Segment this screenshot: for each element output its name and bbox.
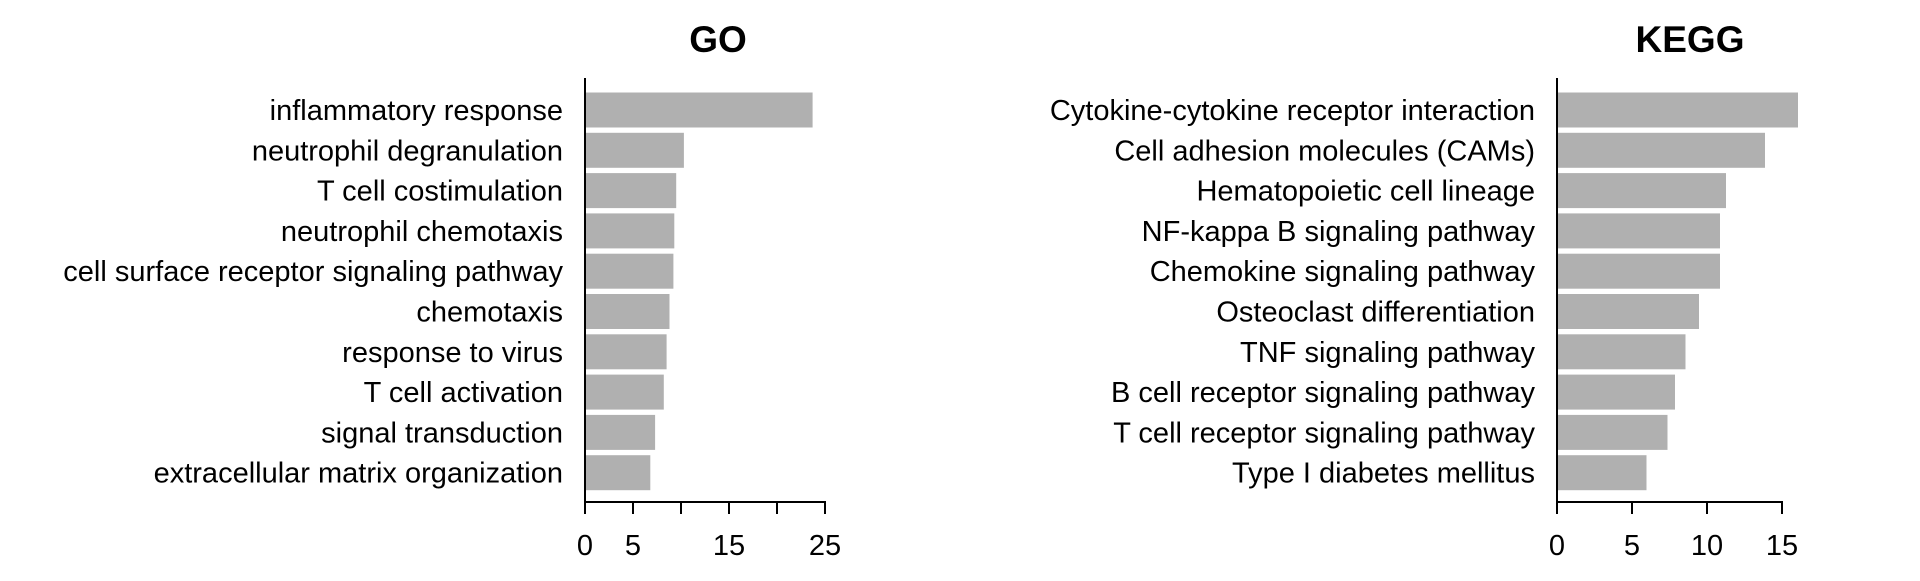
kegg-category-label: T cell receptor signaling pathway (1113, 417, 1535, 449)
go-category-label: chemotaxis (416, 297, 563, 329)
go-category-label: extracellular matrix organization (154, 458, 563, 490)
go-category-label: T cell costimulation (317, 176, 563, 208)
go-category-label: neutrophil degranulation (252, 135, 563, 167)
kegg-chart-title: KEGG (1636, 19, 1745, 60)
go-bar (586, 414, 656, 450)
go-x-tick-label: 5 (625, 530, 641, 562)
kegg-category-label: B cell receptor signaling pathway (1111, 377, 1535, 409)
go-category-label: neutrophil chemotaxis (281, 216, 563, 248)
go-bar (586, 334, 667, 370)
go-category-label: signal transduction (321, 417, 563, 449)
kegg-category-label: NF-kappa B signaling pathway (1142, 216, 1536, 248)
kegg-bar (1558, 132, 1765, 168)
go-bar (586, 374, 664, 410)
kegg-category-label: Cell adhesion molecules (CAMs) (1114, 135, 1535, 167)
kegg-chart: KEGG Cytokine-cytokine receptor interact… (1050, 19, 1798, 562)
kegg-x-tick-label: 15 (1766, 530, 1798, 562)
kegg-category-label: Type I diabetes mellitus (1232, 458, 1535, 490)
kegg-x-tick-label: 10 (1691, 530, 1723, 562)
go-category-label: cell surface receptor signaling pathway (63, 256, 563, 288)
go-bar (586, 294, 670, 329)
kegg-bar (1558, 173, 1726, 209)
go-category-label: inflammatory response (270, 95, 563, 127)
go-category-label: T cell activation (364, 377, 563, 409)
go-chart: GO inflammatory response neutrophil degra… (63, 19, 841, 562)
go-x-tick-label: 15 (713, 530, 745, 562)
kegg-category-label: Osteoclast differentiation (1216, 297, 1535, 329)
kegg-bar (1558, 294, 1699, 329)
kegg-bar (1558, 213, 1720, 249)
kegg-category-label: Cytokine-cytokine receptor interaction (1050, 95, 1535, 127)
go-x-tick-label: 0 (577, 530, 593, 562)
kegg-category-label: Chemokine signaling pathway (1150, 256, 1536, 288)
kegg-x-tick-label: 5 (1624, 530, 1640, 562)
kegg-bar (1558, 374, 1675, 410)
go-bar (586, 253, 674, 289)
go-bar (586, 132, 684, 168)
kegg-category-label: Hematopoietic cell lineage (1196, 176, 1535, 208)
go-x-tick-label: 25 (809, 530, 841, 562)
kegg-bar (1558, 334, 1686, 370)
kegg-bar (1558, 92, 1798, 128)
go-chart-title: GO (689, 19, 747, 60)
kegg-bar (1558, 414, 1668, 450)
kegg-category-label: TNF signaling pathway (1240, 337, 1535, 369)
go-bar (586, 213, 675, 249)
kegg-bar (1558, 455, 1647, 491)
go-category-label: response to virus (342, 337, 563, 369)
go-bar (586, 455, 651, 491)
go-bar (586, 92, 813, 128)
kegg-x-tick-label: 0 (1549, 530, 1565, 562)
kegg-bar (1558, 253, 1720, 289)
go-bar (586, 173, 677, 209)
